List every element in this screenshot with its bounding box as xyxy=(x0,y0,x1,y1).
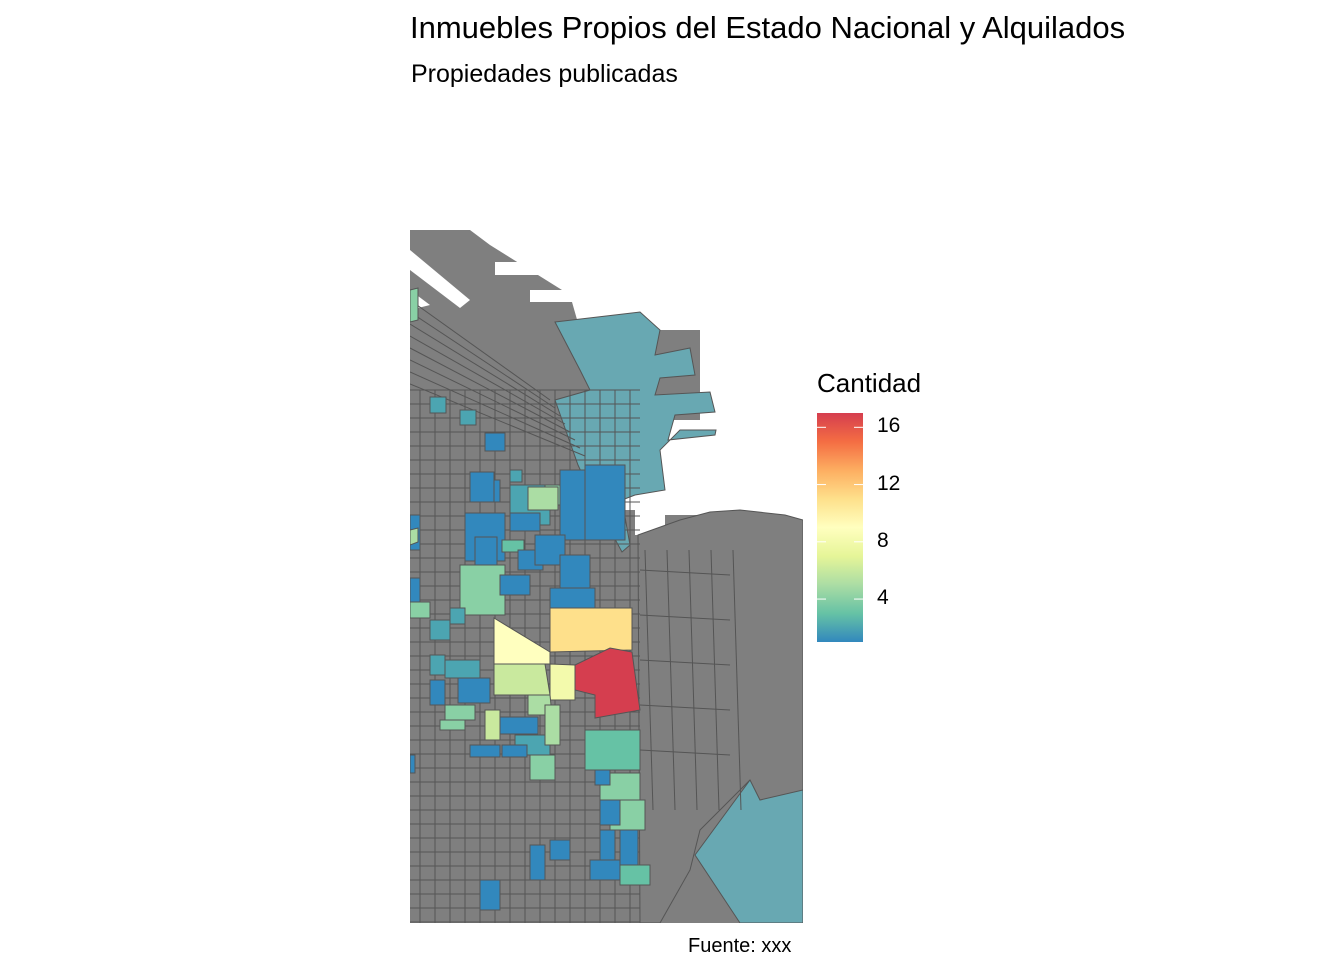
region-cell xyxy=(501,539,525,553)
region-cell xyxy=(429,654,446,676)
block-edge xyxy=(410,383,586,457)
region-cell xyxy=(469,744,501,758)
legend-ticks-lines xyxy=(817,426,863,600)
region-cell xyxy=(449,607,466,625)
region-cell xyxy=(599,799,621,826)
block-edge xyxy=(666,549,676,811)
region-polygon xyxy=(484,709,501,741)
region-cells xyxy=(410,287,651,911)
block-edge xyxy=(410,323,561,417)
region-cell xyxy=(589,859,621,881)
map-title: Inmuebles Propios del Estado Nacional y … xyxy=(410,10,1126,45)
block-edge xyxy=(639,749,731,756)
region-cell xyxy=(429,396,447,414)
map-subtitle: Propiedades publicadas xyxy=(411,60,678,88)
region-cell xyxy=(457,677,491,704)
region-cell xyxy=(410,577,421,604)
map-svg xyxy=(410,190,803,923)
region-cell xyxy=(429,679,446,706)
block-edge xyxy=(710,549,720,811)
region-polygon xyxy=(544,704,561,746)
region-cell xyxy=(549,839,571,861)
region-polygon xyxy=(493,663,551,696)
block-edge xyxy=(639,614,731,621)
legend-tick-label: 12 xyxy=(877,471,901,495)
region-cell xyxy=(509,512,541,532)
river-area xyxy=(410,190,803,560)
caption: Fuente: xxx xyxy=(688,935,792,957)
region-cell xyxy=(459,409,477,426)
river-inlet-4 xyxy=(530,290,585,302)
block-edge xyxy=(639,659,731,666)
river-inlet-3 xyxy=(495,262,560,275)
port-land xyxy=(637,509,803,923)
region-cell xyxy=(459,564,506,616)
block-edge xyxy=(639,704,731,711)
region-cell xyxy=(584,729,641,771)
region-cell xyxy=(509,469,523,483)
block-edge xyxy=(410,335,566,425)
river-inlet-5 xyxy=(620,490,665,535)
block-edge xyxy=(688,549,698,811)
legend-tick-label: 8 xyxy=(877,528,889,552)
region-cell xyxy=(529,754,556,781)
river-inlet-1 xyxy=(410,250,470,308)
region-cell xyxy=(469,471,495,503)
block-edge xyxy=(410,299,551,401)
region-cell xyxy=(410,601,431,619)
region-cell xyxy=(410,754,416,774)
legend-colorbar xyxy=(817,413,863,642)
region-polygon xyxy=(527,486,559,511)
block-edge xyxy=(410,311,556,409)
region-cell xyxy=(444,659,481,679)
legend: Cantidad 16 12 8 4 xyxy=(817,368,957,658)
region-cell xyxy=(619,864,651,886)
region-polygon xyxy=(410,527,419,546)
legend-tick-label: 4 xyxy=(877,586,889,610)
region-cell xyxy=(501,744,528,758)
choropleth-map xyxy=(410,190,803,923)
region-cell xyxy=(439,719,466,731)
region-cell xyxy=(497,716,539,735)
region-cell xyxy=(429,619,451,641)
block-edge xyxy=(410,359,576,441)
block-edge xyxy=(732,549,742,811)
region-cell xyxy=(594,769,611,786)
region-polygon xyxy=(410,287,419,323)
legend-gradient xyxy=(817,413,863,642)
region-polygon xyxy=(549,607,633,653)
region-polygon xyxy=(574,647,641,719)
region-cell xyxy=(529,844,546,881)
region-cell xyxy=(444,704,476,721)
region-polygon xyxy=(549,663,576,701)
region-cell xyxy=(499,574,531,596)
legend-tick-label: 16 xyxy=(877,414,901,438)
region-cell xyxy=(584,464,626,541)
block-edge xyxy=(644,549,654,811)
legend-title: Cantidad xyxy=(817,368,922,398)
block-edge xyxy=(410,347,571,433)
region-cell xyxy=(549,587,596,611)
region-cell xyxy=(484,432,506,452)
block-edge xyxy=(410,371,581,449)
region-cell xyxy=(479,879,501,911)
block-edge xyxy=(639,569,731,576)
region-cell xyxy=(619,829,639,871)
